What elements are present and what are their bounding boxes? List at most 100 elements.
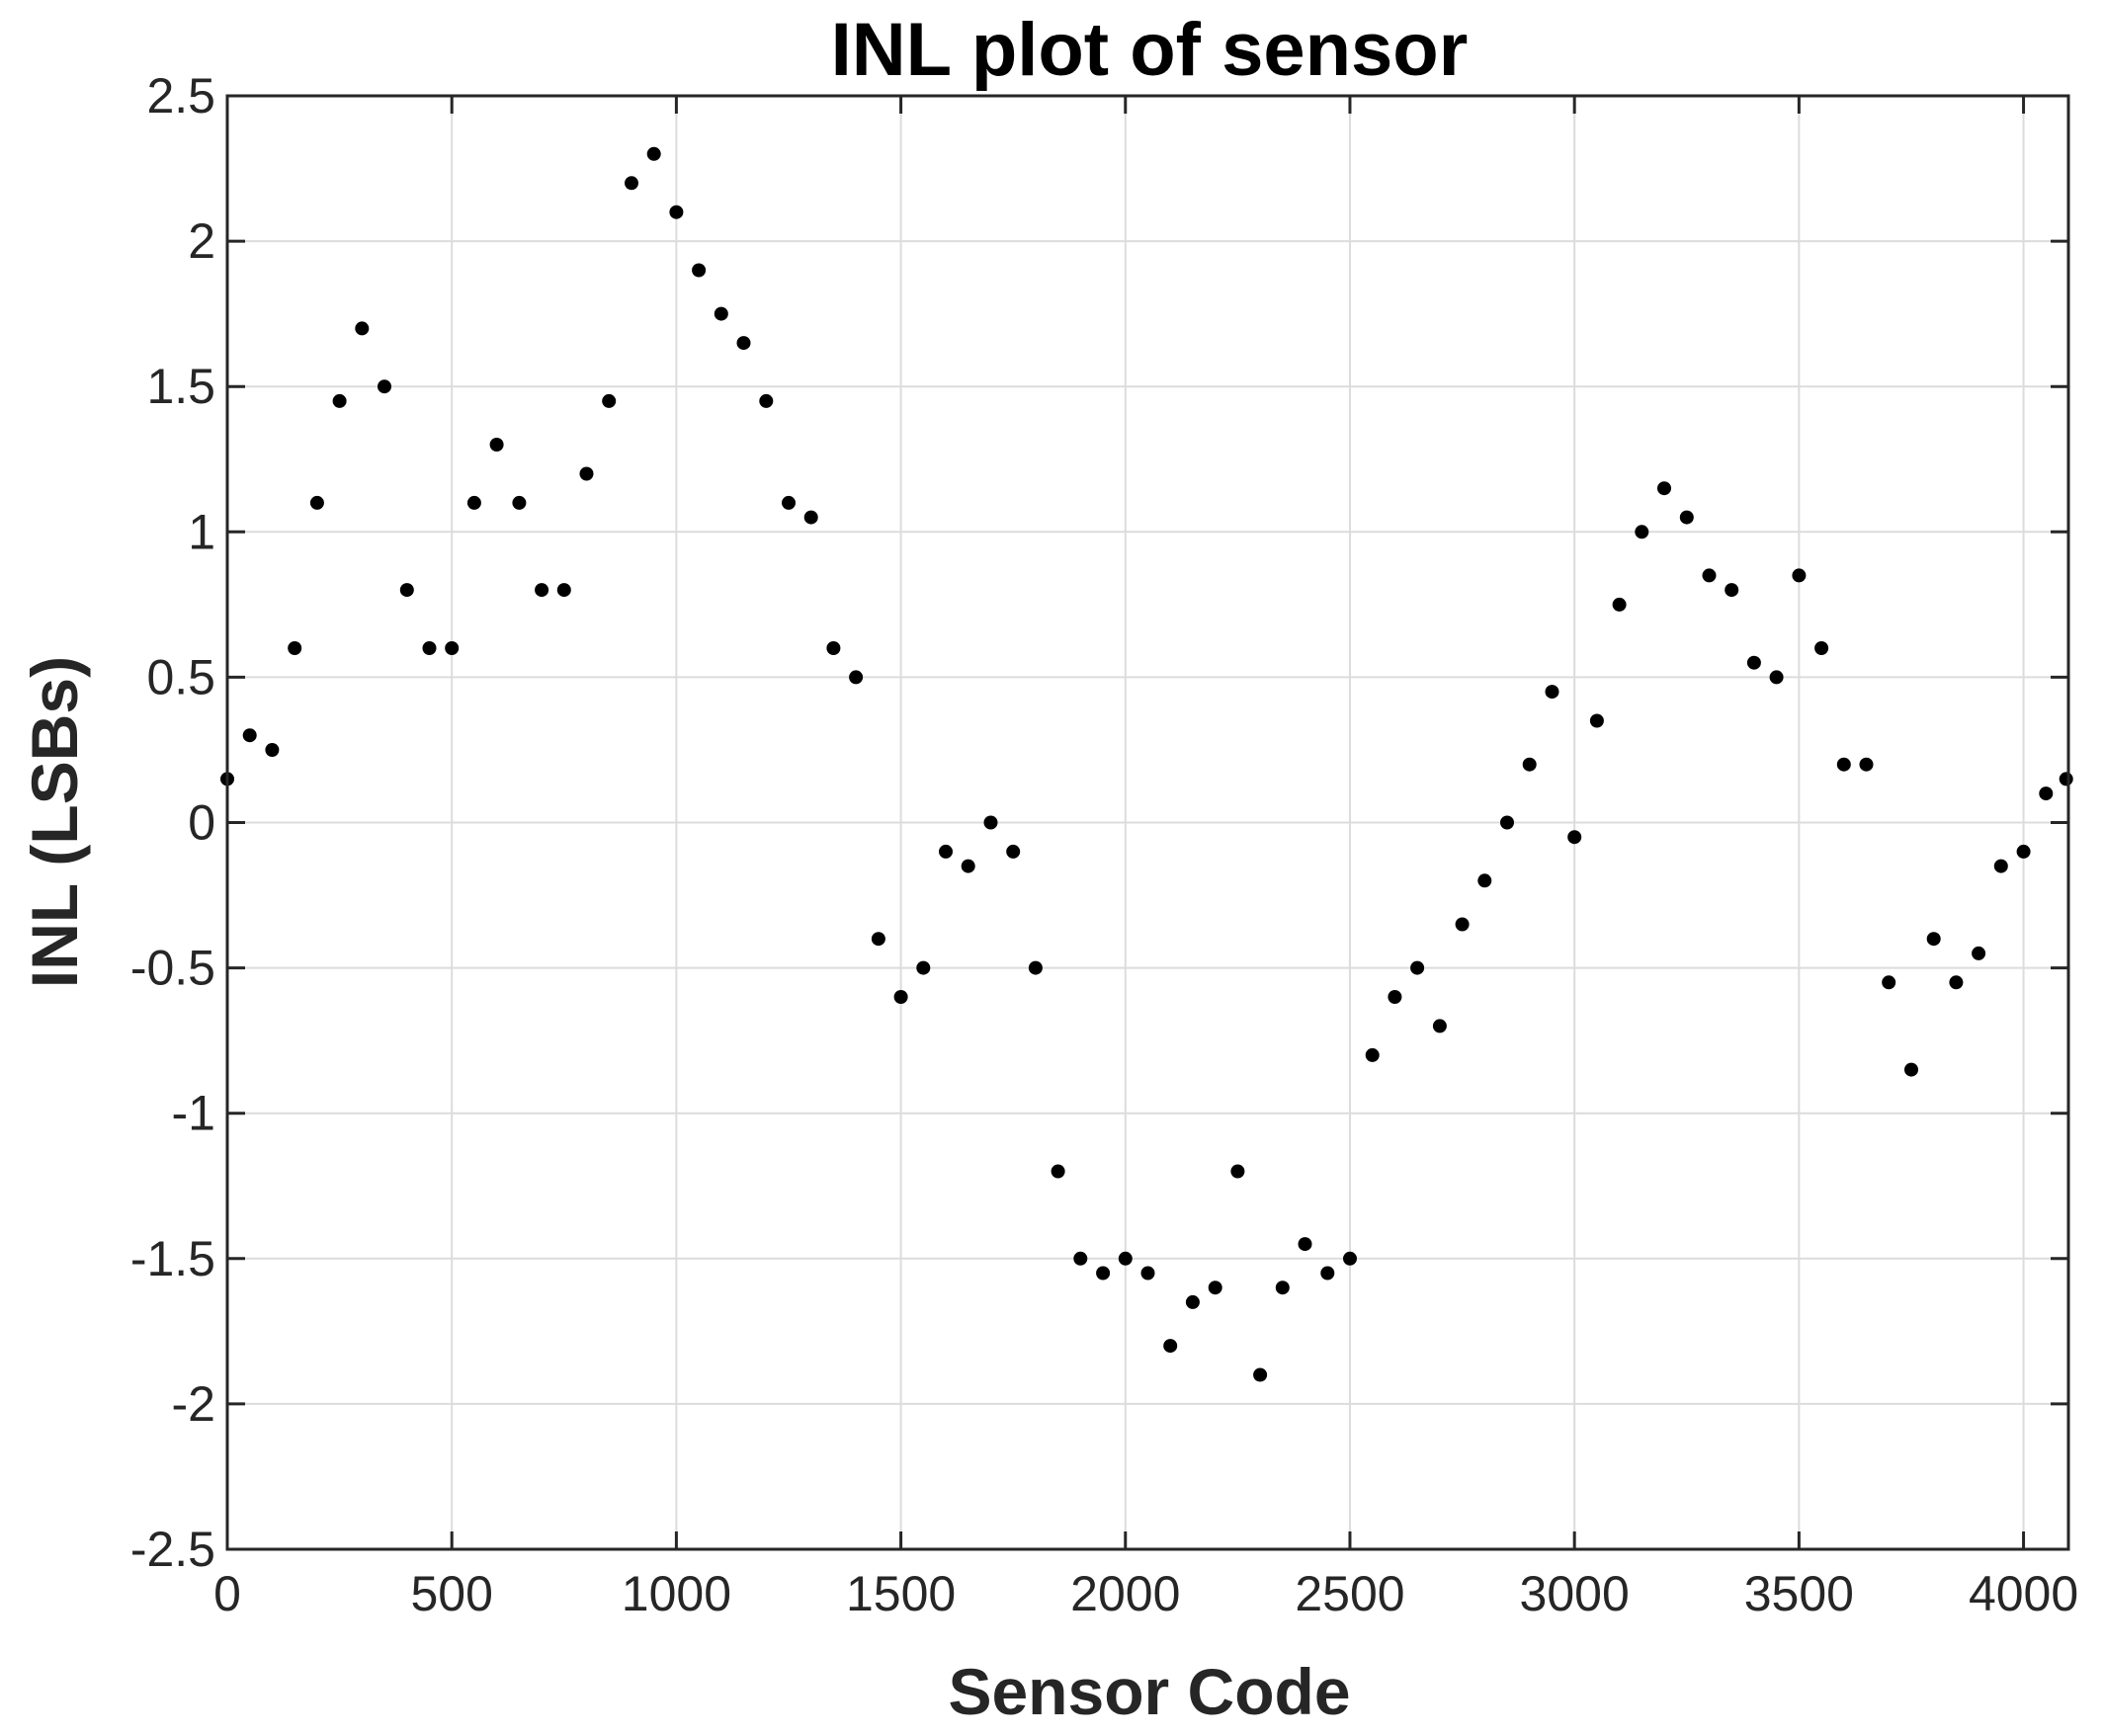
scatter-point	[1972, 946, 1986, 960]
scatter-point	[1657, 481, 1671, 496]
scatter-point	[1253, 1367, 1268, 1382]
scatter-point	[1746, 655, 1761, 670]
scatter-point	[1163, 1339, 1178, 1354]
y-tick-label: 1	[188, 504, 215, 559]
scatter-point	[1343, 1251, 1357, 1266]
scatter-point	[1859, 757, 1874, 772]
scatter-point	[1702, 568, 1717, 583]
scatter-point	[2016, 844, 2031, 859]
scatter-point	[466, 495, 481, 510]
scatter-point	[602, 393, 617, 408]
scatter-point	[1882, 975, 1896, 990]
scatter-point	[355, 321, 370, 336]
scatter-point	[1096, 1266, 1111, 1281]
scatter-point	[1388, 990, 1402, 1004]
scatter-point	[939, 844, 953, 859]
scatter-point	[1522, 757, 1537, 772]
x-tick-label: 500	[410, 1566, 492, 1621]
scatter-point	[378, 379, 391, 394]
scatter-point	[579, 466, 594, 481]
scatter-point	[489, 438, 504, 452]
scatter-point	[1320, 1266, 1335, 1281]
scatter-point	[849, 670, 864, 685]
scatter-point	[1073, 1251, 1088, 1266]
scatter-point	[1545, 685, 1559, 700]
scatter-point	[332, 393, 347, 408]
y-tick-label: 0.5	[146, 649, 215, 704]
scatter-point	[1567, 830, 1582, 845]
y-tick-label: -1.5	[130, 1231, 215, 1286]
scatter-point	[1298, 1237, 1312, 1252]
y-tick-label: -2.5	[130, 1522, 215, 1577]
x-tick-label: 2000	[1070, 1566, 1180, 1621]
scatter-point	[1635, 525, 1649, 539]
y-tick-label: 2	[188, 213, 215, 269]
y-tick-label: 0	[188, 795, 215, 851]
scatter-point	[961, 859, 975, 873]
scatter-point	[893, 990, 908, 1004]
scatter-point	[1006, 844, 1021, 859]
x-tick-label: 0	[213, 1566, 241, 1621]
scatter-point	[692, 263, 707, 278]
scatter-point	[445, 641, 460, 655]
scatter-point	[803, 510, 818, 525]
y-tick-label: 1.5	[146, 359, 215, 414]
scatter-point	[309, 495, 324, 510]
scatter-point	[399, 583, 414, 598]
y-tick-labels: 2.5 2 1.5 1 0.5 0 -0.5 -1 -1.5 -2 -2.5	[130, 68, 215, 1577]
scatter-point	[1589, 713, 1604, 728]
chart-title: INL plot of sensor	[831, 8, 1469, 92]
scatter-point	[1814, 641, 1829, 655]
scatter-point	[669, 205, 684, 219]
x-tick-label: 4000	[1969, 1566, 2078, 1621]
scatter-point	[826, 641, 841, 655]
scatter-point	[1275, 1281, 1290, 1295]
scatter-point	[242, 728, 257, 743]
scatter-point	[1185, 1294, 1200, 1309]
scatter-point	[1769, 670, 1784, 685]
scatter-point	[1926, 932, 1941, 947]
y-tick-label: -1	[172, 1086, 215, 1141]
scatter-point	[646, 146, 661, 161]
y-tick-label: -2	[172, 1376, 215, 1432]
scatter-point	[1051, 1164, 1065, 1179]
scatter-point	[1140, 1266, 1155, 1281]
scatter-point	[1904, 1062, 1918, 1077]
scatter-point	[1836, 757, 1851, 772]
scatter-point	[1365, 1047, 1380, 1062]
scatter-point	[535, 583, 549, 598]
scatter-point	[422, 641, 437, 655]
scatter-point	[1118, 1251, 1133, 1266]
x-tick-label: 2500	[1295, 1566, 1404, 1621]
scatter-points	[220, 146, 2073, 1382]
x-tick-label: 1000	[622, 1566, 731, 1621]
scatter-point	[714, 306, 728, 321]
scatter-point	[556, 583, 571, 598]
scatter-point	[1679, 510, 1694, 525]
x-tick-label: 3500	[1744, 1566, 1854, 1621]
scatter-point	[1477, 873, 1492, 888]
scatter-point	[625, 176, 638, 191]
grid-lines	[227, 96, 2068, 1549]
scatter-point	[1028, 960, 1043, 975]
scatter-point	[916, 960, 931, 975]
scatter-point	[1725, 583, 1739, 598]
scatter-point	[1455, 917, 1470, 932]
y-tick-label: -0.5	[130, 941, 215, 996]
scatter-point	[1612, 597, 1627, 612]
scatter-point	[2059, 772, 2073, 786]
y-axis-label: INL (LSBs)	[18, 656, 91, 988]
scatter-point	[759, 393, 774, 408]
x-tick-label: 3000	[1520, 1566, 1630, 1621]
axis-ticks	[225, 94, 2068, 1551]
scatter-point	[1432, 1019, 1447, 1033]
scatter-point	[1410, 960, 1425, 975]
x-tick-label: 1500	[846, 1566, 956, 1621]
y-tick-label: 2.5	[146, 68, 215, 124]
x-tick-labels: 0 500 1000 1500 2000 2500 3000 3500 4000	[213, 1566, 2078, 1621]
scatter-point	[1230, 1164, 1245, 1179]
scatter-point	[736, 336, 751, 351]
scatter-point	[1949, 975, 1964, 990]
